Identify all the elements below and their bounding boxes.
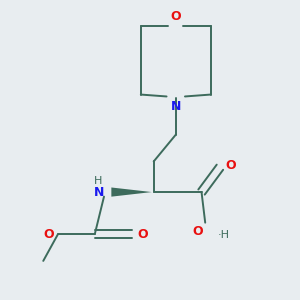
Text: ·H: ·H: [218, 230, 230, 239]
Text: N: N: [171, 100, 181, 113]
Text: O: O: [193, 225, 203, 238]
Text: O: O: [137, 228, 148, 241]
Text: O: O: [226, 159, 236, 172]
Text: H: H: [94, 176, 102, 186]
Text: O: O: [43, 228, 54, 241]
Text: O: O: [170, 10, 181, 23]
Text: N: N: [94, 186, 104, 199]
Polygon shape: [111, 188, 152, 197]
